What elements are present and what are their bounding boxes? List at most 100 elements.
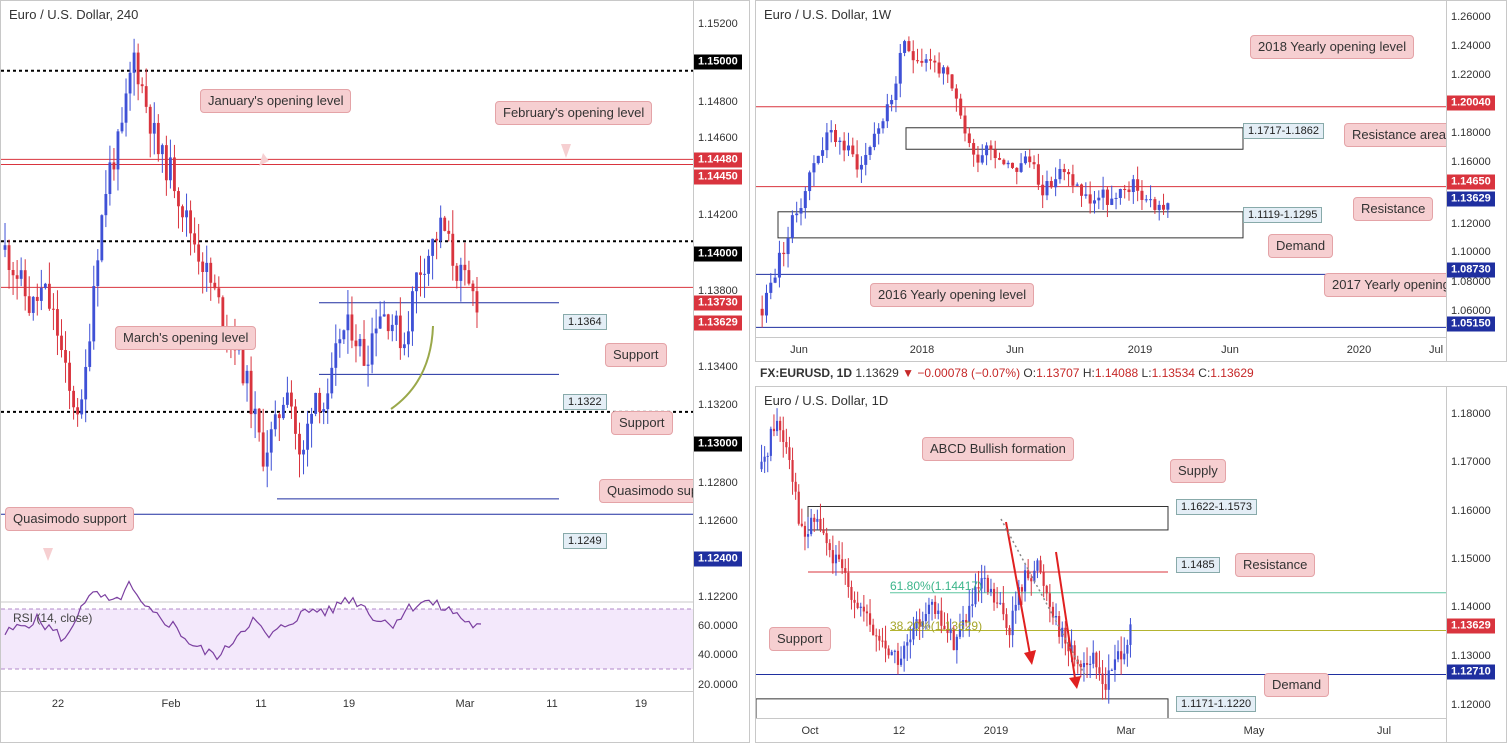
price-tag-114650: 1.14650 (1447, 174, 1495, 190)
candle-body (773, 277, 777, 283)
candle-body (382, 314, 386, 317)
time-label: Mar (455, 698, 475, 710)
candle-body (209, 262, 213, 283)
price-label: 1.12200 (698, 591, 738, 603)
price-tag-114480: 1.14480 (694, 152, 742, 168)
candle-body (1054, 616, 1058, 618)
candle-body (35, 296, 39, 301)
candle-body (943, 625, 946, 630)
candle-body (136, 52, 140, 85)
candle-body (763, 456, 766, 462)
candle-body (775, 420, 779, 432)
time-axis[interactable]: 22 Feb 11 19 Mar 11 19 (1, 691, 693, 718)
candle-body (261, 432, 265, 467)
time-label: 22 (51, 698, 65, 710)
time-label: Jun (790, 344, 808, 356)
candle-body (924, 614, 927, 622)
candle-body (447, 230, 451, 234)
candle-body (72, 390, 76, 408)
price-axis[interactable]: 1.15200 1.14800 1.14600 1.14200 1.13800 … (693, 1, 749, 742)
chart-panel-daily[interactable]: Euro / U.S. Dollar, 1D ABCD Bullish form… (755, 386, 1507, 743)
time-label: 11 (255, 698, 267, 710)
zone-box-demand: 1.1171-1.1220 (1176, 696, 1257, 712)
candle-body (1076, 659, 1079, 664)
candle-body (906, 642, 909, 646)
candle-body (23, 270, 27, 297)
time-label: Jul (1376, 725, 1392, 737)
candle-body (294, 406, 297, 434)
candle-body (797, 491, 800, 524)
time-axis[interactable]: Oct 12 2019 Mar May Jul (756, 718, 1446, 742)
candle-body (124, 93, 128, 123)
zone-box-resistance: 1.1717-1.1862 (1243, 123, 1324, 139)
candle-body (104, 194, 108, 216)
candle-body (318, 392, 322, 413)
candle-body (1015, 167, 1019, 172)
candle-body (120, 122, 124, 132)
chart-daily-plot[interactable] (756, 387, 1507, 743)
candle-body (760, 461, 763, 470)
price-label: 1.14800 (698, 96, 738, 108)
candle-body (868, 613, 872, 625)
candle-body (128, 72, 132, 94)
price-tag-114000: 1.14000 (694, 246, 742, 262)
candle-body (996, 602, 999, 604)
candle-body (881, 640, 884, 642)
candle-body (998, 158, 1002, 160)
candle-body (60, 335, 63, 351)
candle-body (1008, 627, 1011, 636)
chart-panel-4h[interactable]: Euro / U.S. Dollar, 240 January's openin… (0, 0, 750, 743)
candle-body (160, 145, 164, 155)
candle-body (921, 621, 924, 627)
price-axis[interactable]: 1.18000 1.17000 1.16000 1.15000 1.14000 … (1446, 387, 1505, 742)
candle-body (959, 98, 963, 116)
time-label: Jul (1428, 344, 1444, 356)
candle-body (769, 428, 772, 456)
candle-body (1067, 172, 1071, 175)
candle-body (853, 599, 856, 603)
candle-body (822, 529, 825, 534)
chart-4h-plot[interactable] (1, 1, 750, 743)
candle-body (1127, 189, 1131, 193)
rsi-line (4, 580, 482, 661)
candle-body (941, 67, 945, 74)
chart-panel-weekly[interactable]: Euro / U.S. Dollar, 1W 2018 Yearly openi… (755, 0, 1507, 362)
note-resistance: Resistance (1353, 197, 1434, 221)
candle-body (1118, 189, 1122, 198)
candle-body (989, 588, 993, 593)
level-box-1249: 1.1249 (563, 533, 607, 549)
candle-body (1089, 663, 1092, 665)
candle-body (816, 518, 819, 522)
time-label: 2018 (909, 344, 935, 356)
price-label: 1.16000 (1451, 156, 1491, 168)
candle-body (851, 145, 855, 155)
candle-body (828, 543, 831, 551)
candle-body (1084, 194, 1088, 196)
candle-body (1048, 593, 1051, 607)
price-axis[interactable]: 1.26000 1.24000 1.22000 1.18000 1.16000 … (1446, 1, 1505, 361)
candle-body (306, 423, 309, 450)
candle-body (1113, 659, 1117, 670)
time-label: Feb (161, 698, 181, 710)
candle-body (831, 550, 834, 564)
candle-body (834, 130, 838, 143)
chart-weekly-plot[interactable] (756, 1, 1507, 362)
time-axis[interactable]: Jun 2018 Jun 2019 Jun 2020 Jul (756, 337, 1446, 361)
candle-body (322, 409, 326, 413)
note-support: Support (769, 627, 831, 651)
candle-body (976, 154, 980, 163)
close-value: 1.13629 (1210, 366, 1254, 380)
price-label: 1.13000 (1451, 650, 1491, 662)
candle-body (205, 262, 209, 273)
price-label: 1.13800 (698, 285, 738, 297)
note-january-opening: January's opening level (200, 89, 352, 113)
candle-body (927, 604, 931, 615)
chart-title: Euro / U.S. Dollar, 240 (9, 7, 139, 22)
time-label: 2020 (1346, 344, 1372, 356)
callout-pointer (43, 548, 53, 561)
candle-body (992, 588, 996, 603)
candle-body (1036, 164, 1040, 185)
candle-body (850, 586, 853, 600)
candle-body (1062, 168, 1066, 173)
candle-body (971, 604, 974, 606)
